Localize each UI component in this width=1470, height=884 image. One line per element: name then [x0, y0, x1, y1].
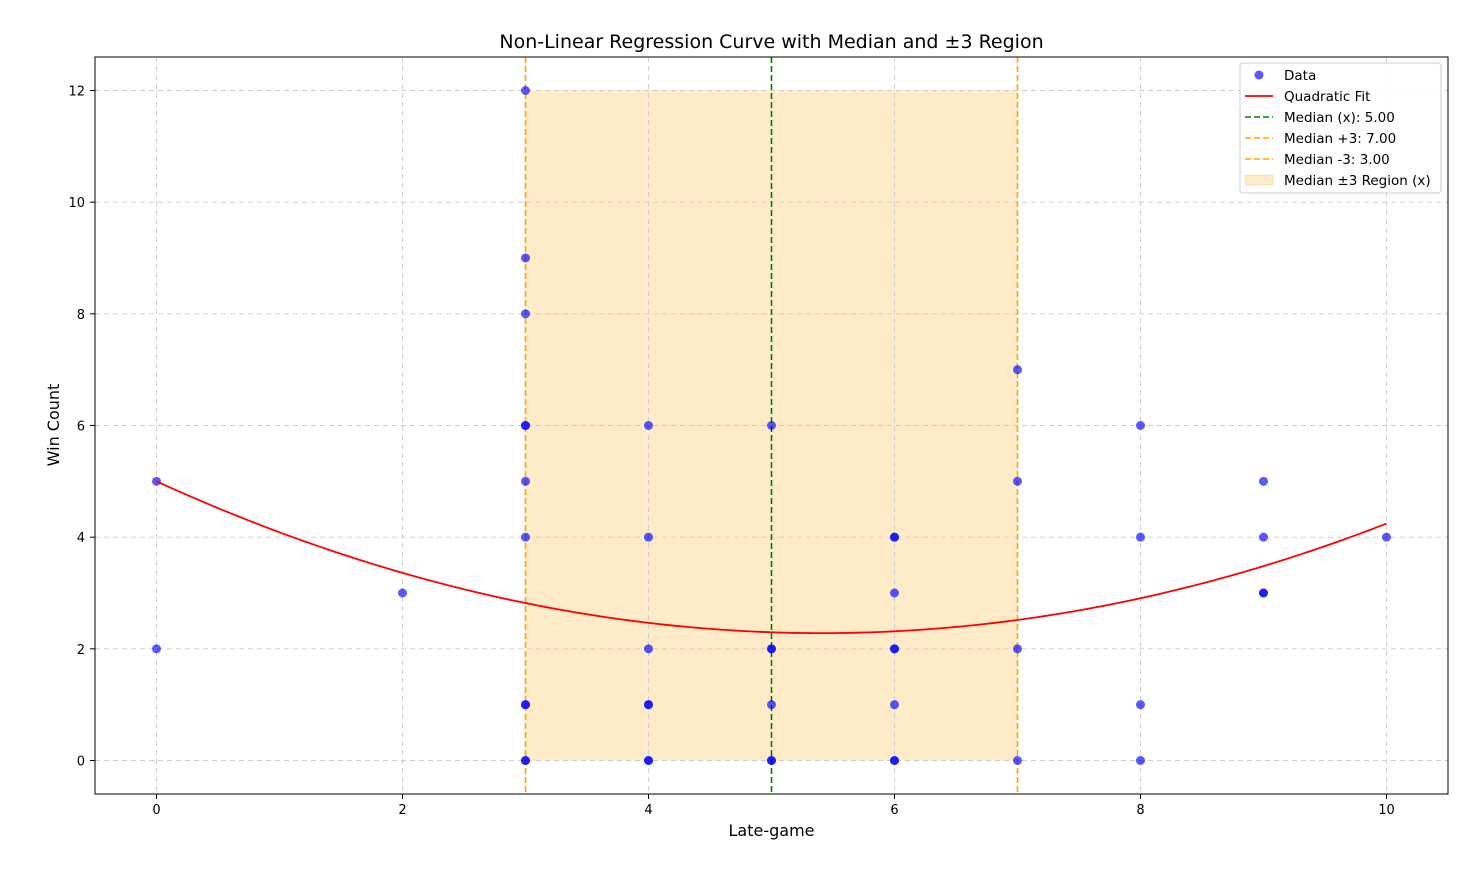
data-point [767, 421, 776, 430]
legend-box [1239, 62, 1442, 194]
data-point [767, 644, 776, 654]
legend-label: Median ±3 Region (x) [1284, 173, 1431, 189]
data-point [521, 756, 530, 765]
legend-label: Quadratic Fit [1284, 89, 1370, 105]
legend-label: Median -3: 3.00 [1284, 152, 1390, 168]
chart-title: Non-Linear Regression Curve with Median … [499, 31, 1043, 53]
data-point [644, 700, 653, 710]
legend-marker [1254, 70, 1264, 80]
data-point [521, 253, 530, 263]
data-point [1382, 532, 1391, 542]
y-tick-label: 0 [77, 755, 85, 770]
data-point [1259, 476, 1268, 486]
data-point [1013, 644, 1022, 654]
legend: Data Quadratic Fit Median (x): 5.00 Median … [1239, 62, 1442, 194]
data-point [1013, 365, 1022, 375]
plot-area: 0 2 4 6 8 10 0 2 4 6 8 10 12 [68, 56, 1449, 818]
y-tick-label: 4 [77, 531, 85, 546]
data-point [1136, 756, 1145, 765]
data-point [767, 700, 776, 710]
data-point [890, 700, 899, 710]
data-point [1013, 756, 1022, 765]
data-point [1259, 588, 1268, 598]
x-tick-label: 8 [1136, 803, 1144, 818]
x-tick-label: 0 [152, 803, 160, 818]
data-point [521, 700, 530, 710]
y-tick-label: 8 [77, 308, 85, 323]
data-point [890, 756, 899, 765]
legend-label: Median (x): 5.00 [1284, 110, 1395, 126]
legend-label: Data [1284, 68, 1316, 84]
fit-curve [156, 480, 1387, 635]
data-point [1136, 421, 1145, 430]
data-point [890, 644, 899, 654]
x-tick-label: 2 [398, 803, 406, 818]
data-point [644, 644, 653, 654]
y-tick-label: 6 [77, 420, 85, 435]
data-point [521, 309, 530, 319]
data-point [1013, 476, 1022, 486]
x-tick-label: 4 [644, 803, 652, 818]
data-point [521, 532, 530, 542]
data-point [521, 421, 530, 430]
data-point [644, 756, 653, 765]
data-point [1259, 532, 1268, 542]
data-point [1136, 532, 1145, 542]
data-point [767, 756, 776, 765]
data-point [521, 476, 530, 486]
y-tick-label: 12 [68, 85, 85, 100]
data-point [398, 588, 407, 598]
x-tick-label: 6 [890, 803, 898, 818]
data-point [152, 644, 161, 654]
data-point [1136, 700, 1145, 710]
y-tick-label: 10 [68, 196, 85, 211]
data-point [644, 421, 653, 430]
data-point [521, 86, 530, 95]
data-point [644, 532, 653, 542]
legend-label: Median +3: 7.00 [1284, 131, 1396, 147]
data-point [890, 588, 899, 598]
x-axis-label: Late-game [729, 821, 815, 840]
y-tick-label: 2 [77, 643, 85, 658]
y-axis-label: Win Count [44, 384, 63, 467]
data-point [890, 532, 899, 542]
legend-patch [1244, 174, 1274, 186]
x-tick-label: 10 [1378, 803, 1395, 818]
